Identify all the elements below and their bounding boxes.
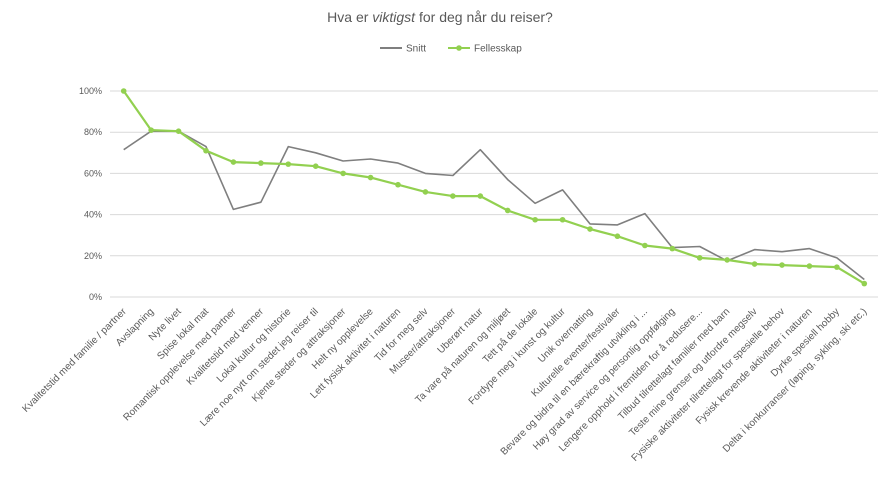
gridlines [110,90,878,298]
y-tick-label: 0% [89,292,102,302]
chart-title: Hva er viktigst for deg når du reiser? [327,9,553,25]
legend: Snitt Fellesskap [380,44,522,55]
data-point-fellesskap [285,161,292,167]
data-point-fellesskap [614,233,621,240]
x-category-label: Kvalitetstid med familie / partner [20,306,129,415]
data-point-fellesskap [669,245,676,252]
data-point-fellesskap [724,257,730,263]
data-point-fellesskap [834,264,840,270]
y-tick-label: 80% [84,127,102,137]
data-point-fellesskap [642,242,648,249]
legend-marker [456,45,462,51]
data-point-fellesskap [696,255,703,261]
series-fellesskap [120,88,868,287]
data-point-fellesskap [175,128,182,134]
chart-title-part-0: Hva er [327,9,372,25]
legend-label: Snitt [406,44,426,55]
legend-item-fellesskap: Fellesskap [448,44,522,55]
legend-item-snitt: Snitt [380,44,426,55]
data-point-fellesskap [751,261,758,267]
data-point-fellesskap [203,147,209,154]
data-point-fellesskap [477,193,484,199]
y-tick-label: 60% [84,168,102,178]
data-point-fellesskap [258,160,264,166]
data-point-fellesskap [779,262,785,268]
data-point-fellesskap [340,170,346,177]
data-point-fellesskap [367,174,374,181]
data-point-fellesskap [148,127,154,133]
data-point-fellesskap [861,280,868,287]
y-tick-label: 20% [84,251,102,261]
data-point-fellesskap [395,181,401,188]
x-axis-labels: Kvalitetstid med familie / partnerAvslap… [20,305,869,464]
data-point-fellesskap [532,216,538,223]
chart-title-part-2: for deg når du reiser? [415,9,553,25]
data-point-fellesskap [504,207,511,214]
data-point-fellesskap [120,88,127,94]
data-point-fellesskap [312,163,319,169]
data-point-fellesskap [422,189,429,195]
legend-label: Fellesskap [474,44,522,55]
data-point-fellesskap [587,226,593,232]
series-line-snitt [123,130,865,281]
data-point-fellesskap [230,159,237,165]
y-tick-label: 40% [84,210,102,220]
data-point-fellesskap [806,263,813,269]
series-line-fellesskap [122,90,865,285]
series-snitt [123,130,865,281]
data-point-fellesskap [450,193,456,199]
series-layer [120,88,868,287]
y-tick-label: 100% [79,86,102,96]
chart-title-part-1: viktigst [372,9,416,25]
y-axis-ticks: 0% 20% 40% 60% 80% 100% [79,86,102,302]
data-point-fellesskap [559,216,566,223]
